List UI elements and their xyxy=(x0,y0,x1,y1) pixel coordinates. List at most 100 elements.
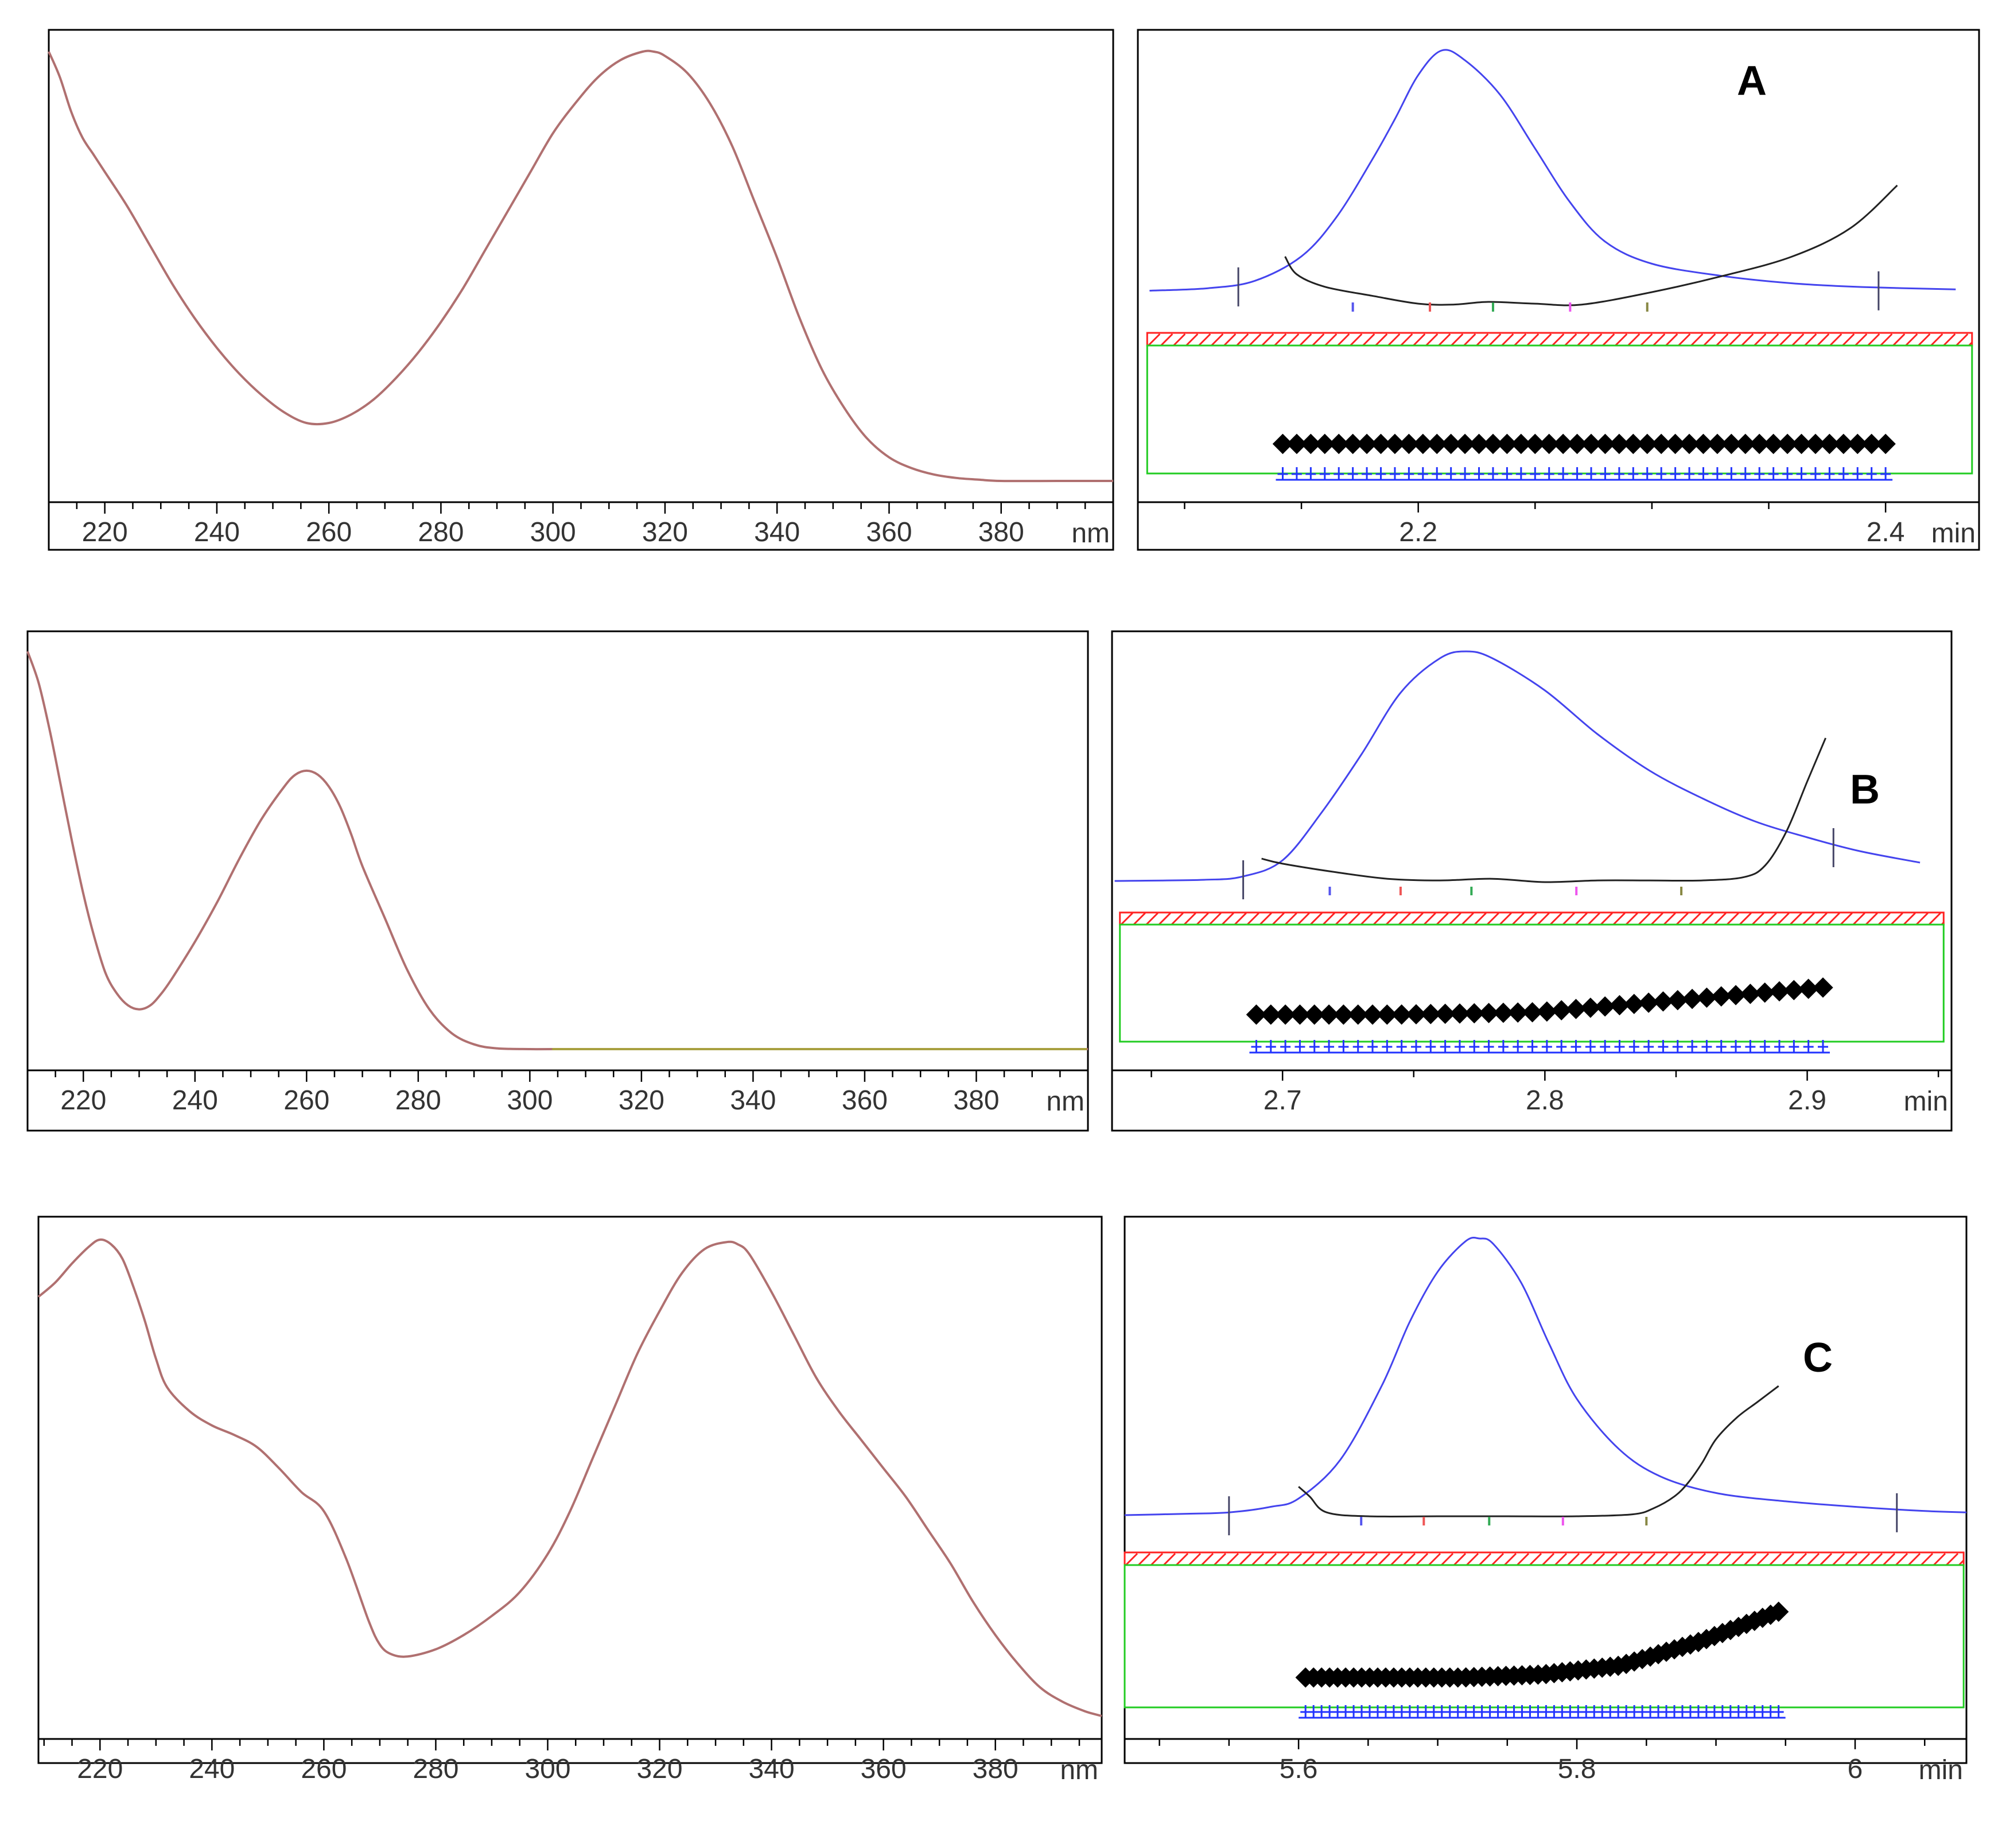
purity-plus-marker xyxy=(1716,1040,1727,1052)
hatch-stroke xyxy=(1928,912,1941,926)
chromatogram-line xyxy=(1114,650,1921,882)
hatch-stroke xyxy=(1577,333,1590,347)
spectrum-line xyxy=(37,1238,1102,1717)
purity-plus-marker xyxy=(1382,1040,1393,1052)
hatch-stroke xyxy=(1832,1552,1845,1566)
hatch-stroke xyxy=(1373,912,1386,926)
purity-plus-marker xyxy=(1782,467,1793,479)
hatch-stroke xyxy=(1362,333,1375,347)
hatch-stroke xyxy=(1208,912,1222,926)
purity-plus-marker xyxy=(1324,1040,1335,1052)
x-unit-label: nm xyxy=(1071,518,1110,549)
purity-curve-line xyxy=(1284,184,1898,306)
purity-plus-marker xyxy=(1367,1040,1378,1052)
hatch-stroke xyxy=(1171,912,1184,926)
hatch-stroke xyxy=(1173,333,1186,347)
purity-plus-marker xyxy=(1754,467,1765,479)
hatch-stroke xyxy=(1387,333,1401,347)
purity-plus-marker xyxy=(1759,1040,1770,1052)
purity-plus-marker xyxy=(1817,1040,1828,1052)
hatch-stroke xyxy=(1650,912,1663,926)
purity-plus-marker xyxy=(1824,467,1835,479)
hatch-stroke xyxy=(1539,333,1552,347)
hatch-stroke xyxy=(1743,1552,1757,1566)
purity-plus-marker xyxy=(1628,1040,1639,1052)
x-tick-label: 300 xyxy=(507,1085,553,1116)
x-tick-label: 260 xyxy=(283,1085,329,1116)
purity-plus-marker xyxy=(1425,1040,1436,1052)
chrom-b-panel: 2.7 2.8 2.9 min B xyxy=(1111,630,1953,1132)
purity-plus-marker xyxy=(1838,467,1849,479)
x-unit-label: nm xyxy=(1046,1086,1084,1117)
x-tick-label: 380 xyxy=(978,517,1024,548)
purity-plus-marker xyxy=(1338,1040,1349,1052)
hatch-stroke xyxy=(1314,1552,1328,1566)
hatch-stroke xyxy=(1602,333,1615,347)
hatch-stroke xyxy=(1905,333,1918,347)
hatch-stroke xyxy=(1453,1552,1467,1566)
hatch-stroke xyxy=(1137,1552,1151,1566)
spectrum-line xyxy=(48,49,1113,483)
purity-plus-marker xyxy=(1731,1040,1741,1052)
hatch-stroke xyxy=(1402,1552,1416,1566)
purity-plus-marker xyxy=(1498,1040,1509,1052)
hatch-stroke xyxy=(1491,1552,1505,1566)
hatch-stroke xyxy=(1352,1552,1366,1566)
hatch-stroke xyxy=(1301,1552,1315,1566)
purity-diamond-marker xyxy=(1875,433,1896,455)
hatch-stroke xyxy=(1261,333,1274,347)
purity-plus-marker xyxy=(1773,1705,1784,1717)
threshold-band xyxy=(1119,911,1945,926)
hatch-stroke xyxy=(1915,912,1929,926)
hatch-stroke xyxy=(1438,333,1451,347)
purity-plus-marker xyxy=(1614,467,1624,479)
hatch-stroke xyxy=(1465,1552,1479,1566)
chrom-c-panel: 5.6 5.8 6 min C xyxy=(1124,1216,1968,1785)
hatch-stroke xyxy=(1196,912,1209,926)
hatch-stroke xyxy=(1943,333,1956,347)
purity-plus-marker xyxy=(1544,467,1554,479)
purity-plus-marker xyxy=(1803,1040,1814,1052)
hatch-stroke xyxy=(1857,1552,1871,1566)
x-tick-label: 260 xyxy=(301,1754,347,1784)
hatch-stroke xyxy=(1251,1552,1265,1566)
hatch-stroke xyxy=(1653,333,1666,347)
hatch-stroke xyxy=(1827,912,1840,926)
hatch-stroke xyxy=(1701,912,1714,926)
hatch-stroke xyxy=(1415,1552,1429,1566)
x-tick-label: 380 xyxy=(973,1754,1019,1784)
hatch-stroke xyxy=(1688,912,1701,926)
hatch-stroke xyxy=(1566,1552,1580,1566)
x-tick-label: 380 xyxy=(953,1085,999,1116)
x-tick-label: 280 xyxy=(395,1085,441,1116)
purity-plus-marker xyxy=(1628,467,1639,479)
x-tick-label: 220 xyxy=(60,1085,106,1116)
purity-plus-marker xyxy=(1530,467,1541,479)
purity-plus-marker xyxy=(1614,1040,1625,1052)
purity-plus-marker xyxy=(1291,467,1302,479)
hatch-stroke xyxy=(1120,912,1133,926)
hatch-stroke xyxy=(1819,1552,1833,1566)
hatch-stroke xyxy=(1335,912,1348,926)
hatch-stroke xyxy=(1511,912,1525,926)
hatch-stroke xyxy=(1284,912,1297,926)
hatch-stroke xyxy=(1880,333,1893,347)
x-unit-label: min xyxy=(1919,1755,1963,1785)
hatch-stroke xyxy=(1286,333,1300,347)
x-tick-label: 2.8 xyxy=(1526,1085,1564,1116)
hatch-stroke xyxy=(1877,912,1891,926)
hatch-stroke xyxy=(1882,1552,1896,1566)
purity-plus-marker xyxy=(1852,467,1863,479)
hatch-stroke xyxy=(1840,912,1853,926)
hatch-stroke xyxy=(1564,333,1577,347)
hatch-stroke xyxy=(1751,912,1764,926)
purity-diamond-marker xyxy=(1768,1601,1789,1622)
hatch-stroke xyxy=(1272,912,1285,926)
purity-plus-marker xyxy=(1277,467,1288,479)
hatch-stroke xyxy=(1579,1552,1593,1566)
x-tick-label: 280 xyxy=(418,517,464,548)
x-tick-label: 240 xyxy=(194,517,240,548)
hatch-stroke xyxy=(1463,333,1476,347)
hatch-stroke xyxy=(1676,912,1689,926)
x-tick-label: 2.2 xyxy=(1399,517,1437,548)
